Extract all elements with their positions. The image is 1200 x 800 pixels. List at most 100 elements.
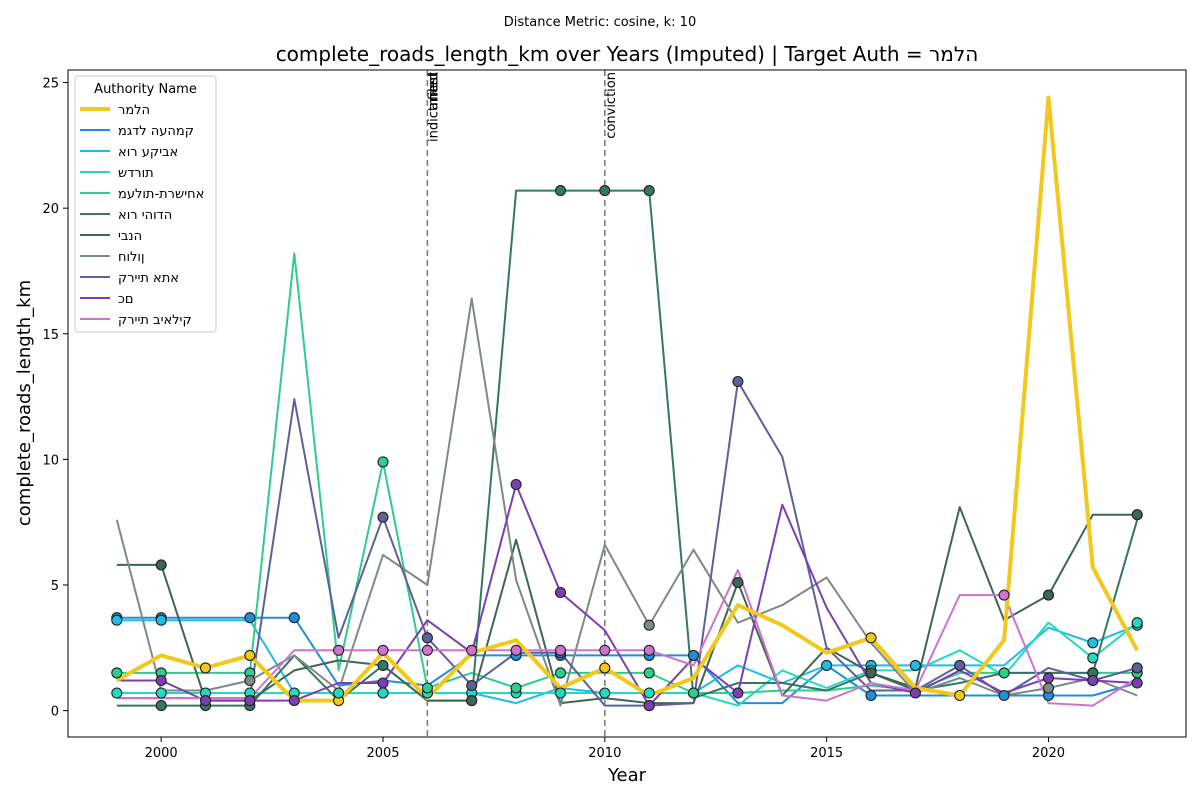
imputed-point xyxy=(111,614,123,626)
imputed-point xyxy=(954,689,966,702)
imputed-point xyxy=(466,644,478,656)
y-tick-label: 0 xyxy=(51,705,59,720)
legend-entry: הלמר xyxy=(118,103,150,118)
event-label: conviction xyxy=(604,72,619,139)
imputed-point xyxy=(377,644,389,656)
legend-entry: אתא תיירק xyxy=(118,271,179,286)
imputed-point xyxy=(554,586,567,599)
imputed-point xyxy=(510,478,522,491)
imputed-point xyxy=(199,695,212,707)
imputed-point xyxy=(377,511,389,523)
imputed-point xyxy=(732,687,744,699)
imputed-point xyxy=(643,687,655,699)
imputed-point xyxy=(244,695,256,707)
legend-entry: קילאיב תיירק xyxy=(118,313,192,328)
x-tick-label: 2000 xyxy=(145,746,178,761)
imputed-point xyxy=(333,687,345,699)
imputed-point xyxy=(643,185,655,197)
imputed-point xyxy=(821,659,833,671)
series-lines xyxy=(115,95,1139,707)
imputed-point xyxy=(998,689,1010,702)
series-line xyxy=(116,252,1138,694)
legend-entry: קמהעה לדגמ xyxy=(118,124,194,139)
event-label: indictment xyxy=(426,72,441,142)
imputed-point xyxy=(199,662,212,674)
imputed-point xyxy=(1131,662,1143,674)
series-line xyxy=(115,95,1139,703)
imputed-point xyxy=(1042,589,1055,601)
imputed-point xyxy=(244,612,256,624)
x-tick-label: 2010 xyxy=(588,746,621,761)
legend-title: Authority Name xyxy=(94,82,197,97)
axes: 2000 2005 2010 2015 2020 0 5 10 15 20 25 xyxy=(42,77,1065,761)
imputed-markers xyxy=(111,185,1143,712)
imputed-point xyxy=(1131,677,1143,689)
imputed-point xyxy=(244,674,256,687)
legend-entry: תורדש xyxy=(118,166,154,181)
imputed-point xyxy=(732,576,744,589)
imputed-point xyxy=(554,644,567,656)
imputed-point xyxy=(998,667,1010,679)
imputed-point xyxy=(111,687,123,699)
y-tick-label: 10 xyxy=(42,453,59,468)
imputed-point xyxy=(288,695,300,707)
imputed-point xyxy=(909,687,921,699)
imputed-point xyxy=(643,619,655,631)
chart-title: complete_roads_length_km over Years (Imp… xyxy=(276,42,979,66)
imputed-point xyxy=(554,667,567,679)
imputed-point xyxy=(466,679,478,692)
x-tick-label: 2015 xyxy=(810,746,843,761)
imputed-point xyxy=(377,659,389,671)
legend-entry: הדוהי רוא xyxy=(118,208,172,223)
imputed-point xyxy=(599,185,611,197)
imputed-point xyxy=(687,687,700,699)
x-tick-label: 2005 xyxy=(366,746,399,761)
imputed-point xyxy=(643,700,655,712)
imputed-point xyxy=(155,674,167,687)
series-line xyxy=(116,619,1138,705)
imputed-point xyxy=(554,687,567,699)
series-line xyxy=(116,616,1138,705)
imputed-point xyxy=(1131,509,1143,521)
legend-box xyxy=(74,75,217,333)
imputed-point xyxy=(1042,672,1055,684)
series-line xyxy=(116,483,1138,707)
imputed-point xyxy=(865,689,877,702)
y-axis-title: complete_roads_length_km xyxy=(14,280,35,526)
plot-frame xyxy=(67,69,1187,738)
imputed-point xyxy=(554,185,567,197)
imputed-point xyxy=(288,612,300,624)
legend-entry: הנבי xyxy=(118,229,142,244)
y-tick-label: 15 xyxy=(42,328,59,343)
imputed-point xyxy=(244,649,256,661)
legend-entry: ןולוח xyxy=(118,250,145,265)
series-line xyxy=(116,568,1138,707)
legend: Authority Name הלמר קמהעה לדגמ אביקע רוא תור… xyxy=(74,75,217,333)
series-line xyxy=(116,506,1138,705)
y-tick-label: 25 xyxy=(42,77,59,92)
imputed-point xyxy=(1042,682,1055,694)
imputed-point xyxy=(510,682,522,694)
imputed-point xyxy=(1087,652,1099,664)
imputed-point xyxy=(732,375,744,388)
imputed-point xyxy=(377,677,389,689)
imputed-point xyxy=(155,687,167,699)
series-line xyxy=(116,380,1138,707)
imputed-point xyxy=(111,667,123,679)
series-line xyxy=(115,297,1138,707)
x-tick-label: 2020 xyxy=(1032,746,1065,761)
imputed-point xyxy=(333,644,345,656)
legend-entry: אחישרת-תולעמ xyxy=(118,187,204,202)
series-line xyxy=(116,189,1139,707)
imputed-point xyxy=(421,644,433,656)
event-label: arrest xyxy=(426,72,441,110)
imputed-point xyxy=(155,700,167,712)
imputed-point xyxy=(599,687,611,699)
imputed-point xyxy=(643,667,655,679)
imputed-point xyxy=(155,559,167,571)
imputed-point xyxy=(466,695,478,707)
legend-entry: אביקע רוא xyxy=(118,145,178,160)
imputed-point xyxy=(155,614,167,626)
